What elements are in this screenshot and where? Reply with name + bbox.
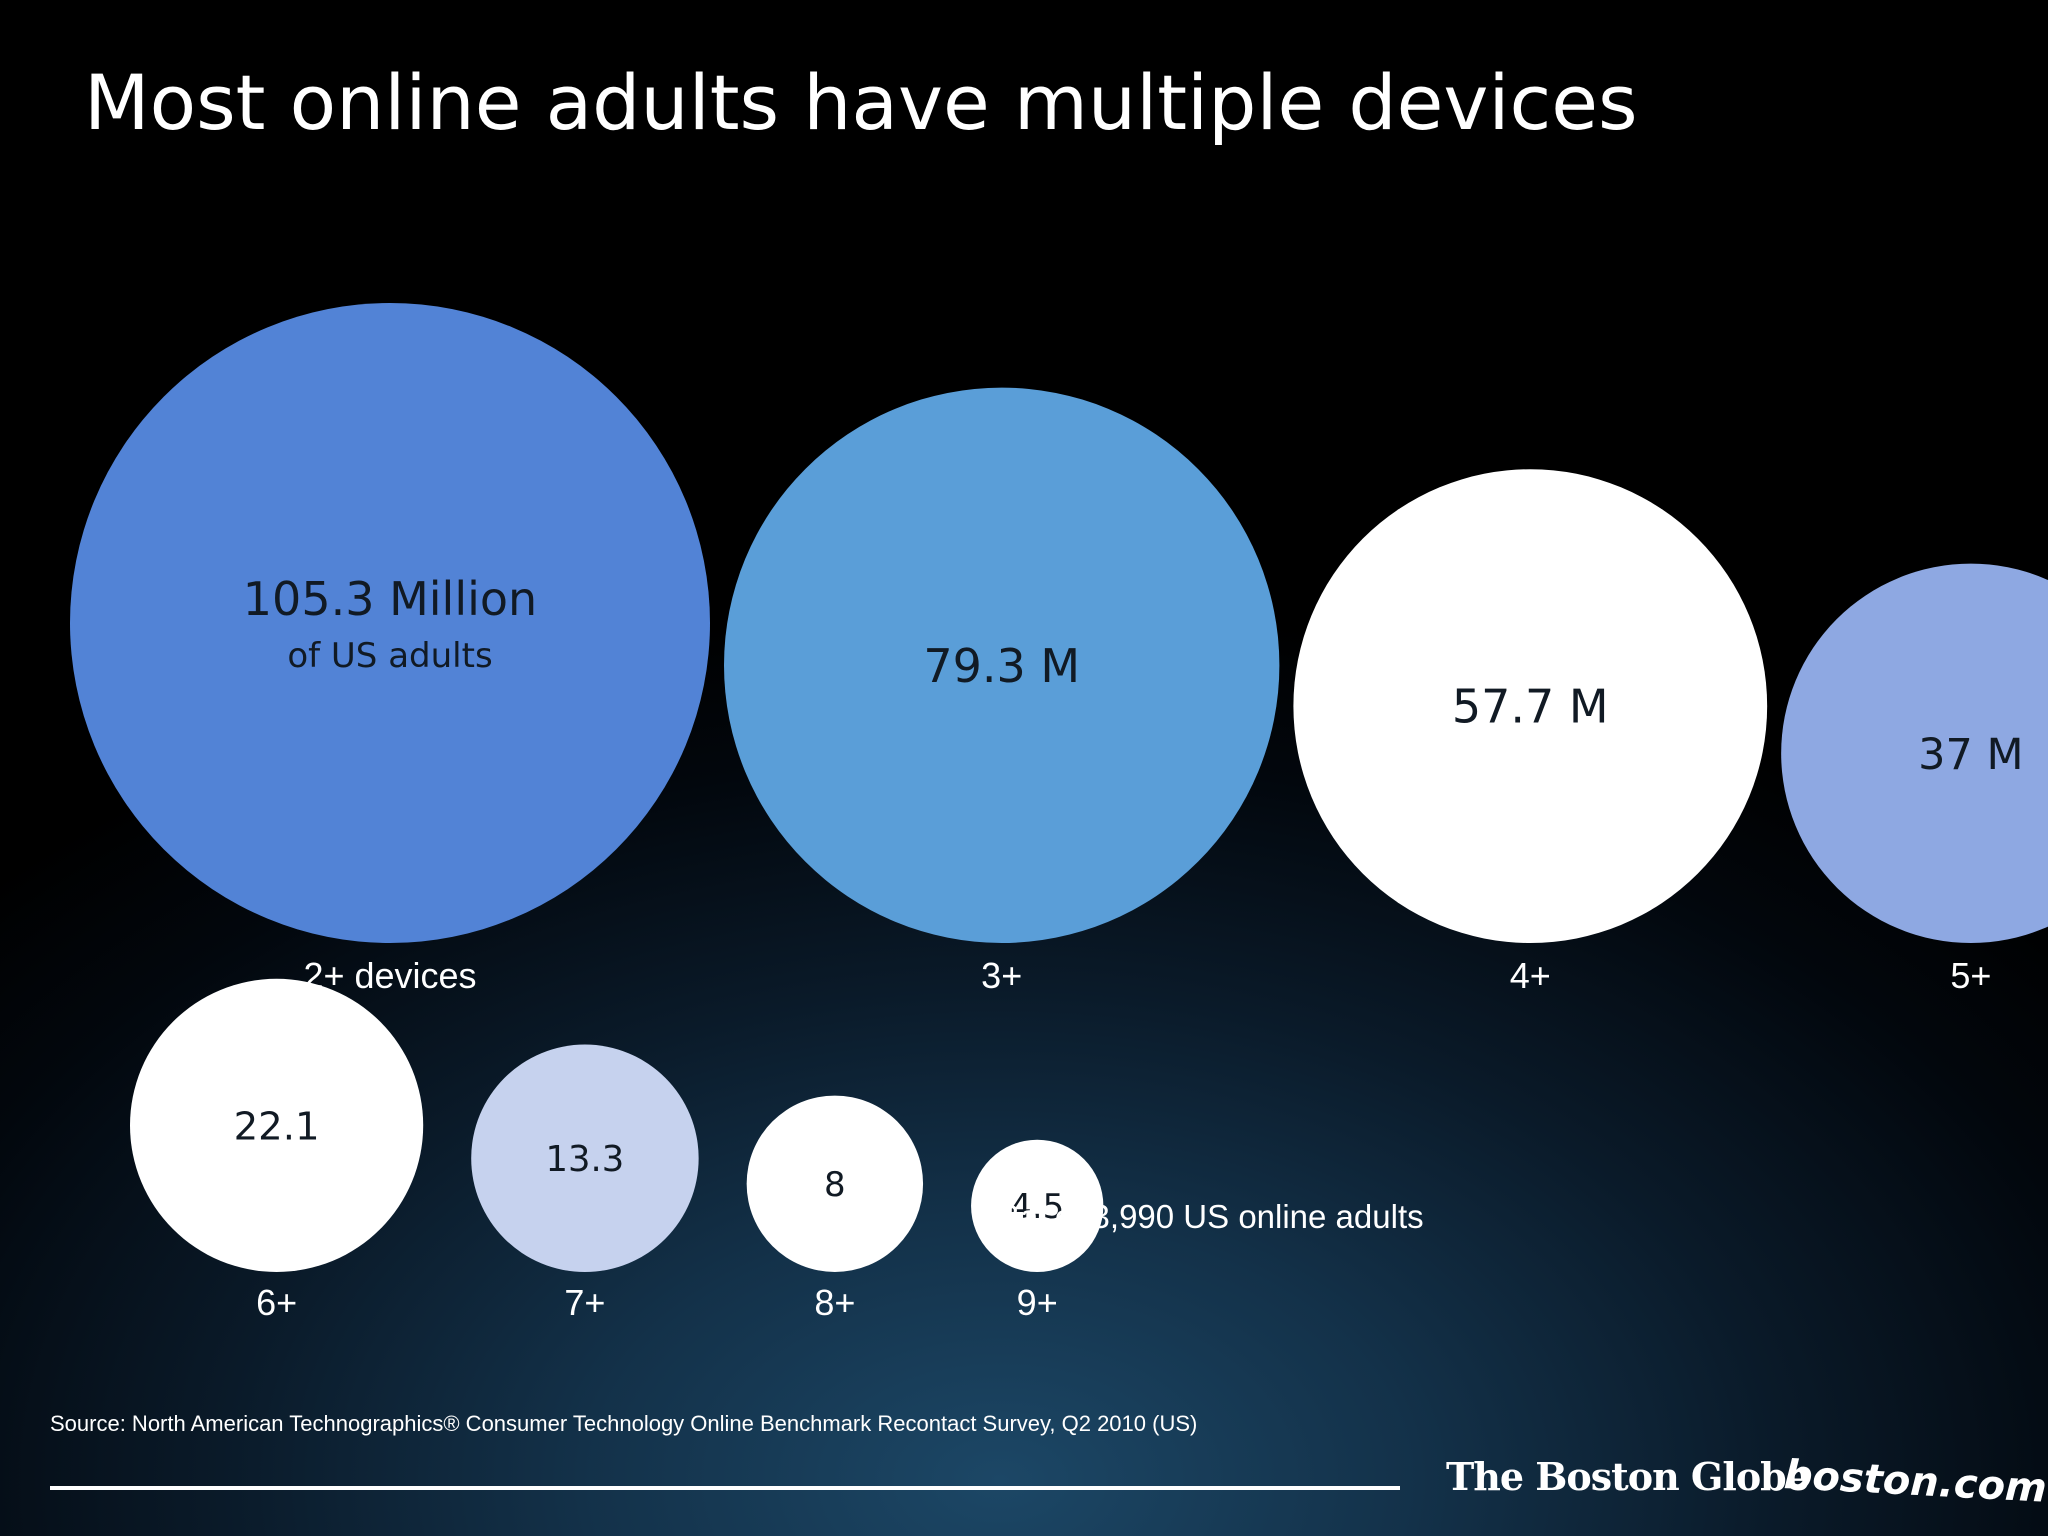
- bubble-value-5plus: 37 M: [1918, 730, 2023, 780]
- bubble-5plus: [1781, 563, 2048, 943]
- bubble-label-8plus: 8+: [814, 1282, 855, 1323]
- footer-rule: [50, 1486, 1400, 1490]
- bubble-4plus: [1293, 469, 1768, 943]
- bubble-label-5plus: 5+: [1950, 955, 1991, 996]
- bubble-value-4plus: 57.7 M: [1452, 680, 1609, 734]
- bubble-label-2plus-devices: 2+ devices: [303, 955, 476, 996]
- slide-title: Most online adults have multiple devices: [84, 58, 1638, 147]
- boston-globe-logo: The Boston Globe: [1446, 1454, 1810, 1499]
- bubble-2plus-devices: [70, 303, 710, 943]
- source-note: Source: North American Technographics® C…: [50, 1411, 1198, 1436]
- bubble-label-9plus: 9+: [1017, 1282, 1058, 1323]
- bubble-value-6plus: 22.1: [234, 1104, 320, 1149]
- bubble-value-2plus-devices: 105.3 Million: [243, 572, 537, 626]
- bubble-value-8plus: 8: [824, 1165, 846, 1205]
- bubble-label-4plus: 4+: [1510, 955, 1551, 996]
- bubble-3plus: [724, 387, 1280, 943]
- bubble-6plus: [130, 978, 424, 1272]
- bubble-7plus: [471, 1044, 699, 1273]
- bubble-value-7plus: 13.3: [546, 1139, 625, 1180]
- bubble-sublabel: of US adults: [287, 636, 492, 676]
- bubble-label-6plus: 6+: [256, 1282, 297, 1323]
- base-note: Base: 3,990 US online adults: [998, 1198, 1424, 1235]
- bubble-value-9plus: 4.5: [1010, 1187, 1064, 1227]
- bubble-label-7plus: 7+: [564, 1282, 605, 1323]
- bubble-8plus: [746, 1095, 924, 1272]
- bubble-9plus: [971, 1139, 1104, 1272]
- bubble-value-3plus: 79.3 M: [923, 639, 1080, 693]
- bubble-label-3plus: 3+: [981, 955, 1022, 996]
